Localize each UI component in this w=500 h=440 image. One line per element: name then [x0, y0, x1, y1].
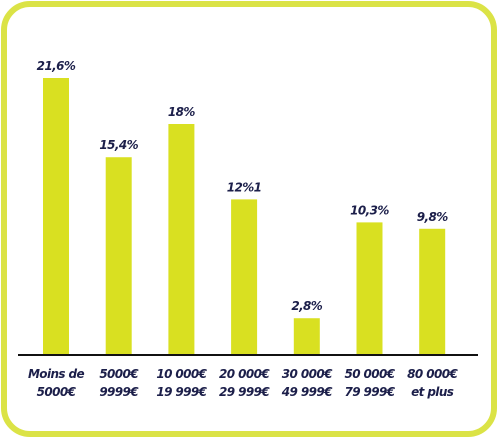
value-label: 2,8% — [291, 299, 322, 313]
value-label: 9,8% — [417, 210, 448, 224]
bar — [356, 222, 383, 354]
category-label: 30 000€ — [282, 367, 333, 381]
bar — [105, 157, 132, 354]
value-label: 10,3% — [350, 203, 389, 217]
category-label: 10 000€ — [156, 367, 207, 381]
category-label: 9999€ — [99, 385, 139, 399]
value-label: 15,4% — [99, 138, 138, 152]
category-label: 19 999€ — [156, 385, 207, 399]
bar — [293, 318, 320, 354]
category-label: et plus — [411, 385, 454, 399]
category-label: Moins de — [28, 367, 85, 381]
bar — [43, 78, 69, 354]
value-label: 18% — [168, 105, 195, 119]
bar — [419, 228, 446, 354]
category-label: 5000€ — [37, 385, 77, 399]
category-label: 5000€ — [99, 367, 139, 381]
category-label: 49 999€ — [281, 385, 333, 399]
value-label: 21,6% — [37, 59, 76, 73]
bar — [168, 124, 195, 354]
category-label: 79 999€ — [344, 385, 395, 399]
category-label: 80 000€ — [407, 367, 458, 381]
category-label: 20 000€ — [219, 367, 270, 381]
value-label: 12%1 — [227, 180, 262, 194]
category-label: 29 999€ — [219, 385, 270, 399]
bar — [231, 199, 258, 354]
category-label: 50 000€ — [344, 367, 395, 381]
